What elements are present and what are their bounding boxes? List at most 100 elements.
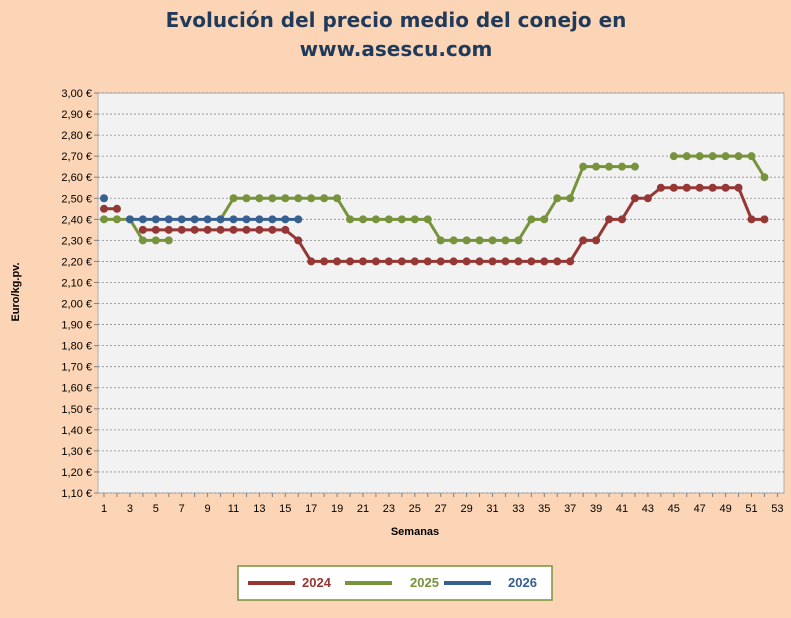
data-point-2025: [436, 236, 445, 245]
data-point-2026: [255, 215, 264, 224]
x-tick-label: 19: [331, 503, 343, 515]
data-point-2024: [436, 257, 445, 266]
data-point-2024: [151, 225, 160, 234]
x-tick-label: 53: [771, 503, 783, 515]
x-tick-label: 29: [460, 503, 472, 515]
y-tick-label: 2,60 €: [61, 172, 92, 184]
data-point-2025: [371, 215, 380, 224]
data-point-2025: [242, 194, 251, 203]
y-tick-label: 2,00 €: [61, 299, 92, 311]
y-tick-label: 1,10 €: [61, 488, 92, 500]
data-point-2024: [268, 225, 277, 234]
series-2026: [100, 194, 303, 224]
data-point-2024: [669, 183, 678, 192]
y-tick-label: 1,30 €: [61, 446, 92, 458]
data-point-2024: [514, 257, 523, 266]
y-tick-label: 3,00 €: [61, 88, 92, 100]
y-tick-label: 1,90 €: [61, 320, 92, 332]
data-point-2025: [384, 215, 393, 224]
data-point-2025: [320, 194, 329, 203]
data-point-2025: [462, 236, 471, 245]
data-point-2024: [138, 225, 147, 234]
chart-title-line-1: Evolución del precio medio del conejo en: [166, 8, 627, 32]
data-point-2026: [242, 215, 251, 224]
data-point-2024: [190, 225, 199, 234]
data-point-2025: [346, 215, 355, 224]
data-point-2024: [242, 225, 251, 234]
x-tick-label: 7: [179, 503, 185, 515]
data-point-2024: [423, 257, 432, 266]
series-2024: [100, 183, 769, 266]
x-tick-label: 17: [305, 503, 317, 515]
data-point-2024: [294, 236, 303, 245]
data-point-2024: [540, 257, 549, 266]
data-point-2025: [255, 194, 264, 203]
data-point-2025: [527, 215, 536, 224]
data-point-2025: [592, 162, 601, 171]
data-point-2025: [281, 194, 290, 203]
data-point-2024: [384, 257, 393, 266]
data-point-2025: [268, 194, 277, 203]
data-point-2025: [682, 152, 691, 161]
y-tick-label: 2,80 €: [61, 130, 92, 142]
data-point-2025: [579, 162, 588, 171]
data-point-2024: [708, 183, 717, 192]
y-tick-label: 1,20 €: [61, 467, 92, 479]
data-point-2024: [734, 183, 743, 192]
data-point-2025: [488, 236, 497, 245]
data-point-2025: [475, 236, 484, 245]
x-tick-label: 5: [153, 503, 159, 515]
x-tick-label: 11: [228, 503, 239, 515]
y-axis-ticks: 1,10 € 1,20 € 1,30 € 1,40 € 1,50 € 1,60 € 1,70…: [61, 88, 98, 500]
data-point-2026: [190, 215, 199, 224]
data-point-2024: [229, 225, 238, 234]
data-point-2026: [281, 215, 290, 224]
data-point-2025: [151, 236, 160, 245]
data-point-2024: [501, 257, 510, 266]
data-point-2026: [216, 215, 225, 224]
data-point-2024: [177, 225, 186, 234]
y-tick-label: 2,50 €: [61, 193, 92, 205]
data-point-2025: [747, 152, 756, 161]
data-point-2024: [307, 257, 316, 266]
data-point-2025: [605, 162, 614, 171]
data-point-2026: [164, 215, 173, 224]
data-point-2025: [449, 236, 458, 245]
y-tick-label: 2,20 €: [61, 256, 92, 268]
data-point-2024: [579, 236, 588, 245]
y-axis-label: Euro/kg.pv.: [10, 262, 22, 321]
legend-label-2025: 2025: [410, 575, 439, 590]
x-tick-label: 43: [642, 503, 654, 515]
data-point-2024: [359, 257, 367, 266]
x-tick-label: 51: [745, 503, 757, 515]
data-point-2025: [100, 215, 108, 224]
data-point-2024: [630, 194, 639, 203]
data-point-2024: [333, 257, 342, 266]
x-tick-label: 27: [435, 503, 447, 515]
data-point-2024: [643, 194, 652, 203]
data-point-2025: [164, 236, 173, 245]
x-tick-label: 41: [616, 503, 628, 515]
data-point-2025: [721, 152, 730, 161]
data-point-2025: [734, 152, 743, 161]
x-axis-label: Semanas: [391, 526, 439, 538]
data-point-2024: [100, 204, 108, 213]
data-point-2025: [566, 194, 575, 203]
data-point-2026: [151, 215, 160, 224]
x-tick-label: 3: [127, 503, 133, 515]
data-point-2025: [397, 215, 406, 224]
data-point-2025: [708, 152, 717, 161]
x-tick-label: 37: [564, 503, 576, 515]
data-point-2026: [294, 215, 303, 224]
data-point-2025: [410, 215, 419, 224]
series-2025: [100, 152, 769, 245]
y-tick-label: 2,10 €: [61, 277, 92, 289]
legend-label-2024: 2024: [302, 575, 332, 590]
data-point-2024: [281, 225, 290, 234]
x-tick-label: 31: [486, 503, 498, 515]
data-point-2025: [630, 162, 639, 171]
y-tick-label: 2,90 €: [61, 109, 92, 121]
data-point-2026: [138, 215, 147, 224]
data-point-2024: [112, 204, 121, 213]
data-point-2026: [203, 215, 212, 224]
